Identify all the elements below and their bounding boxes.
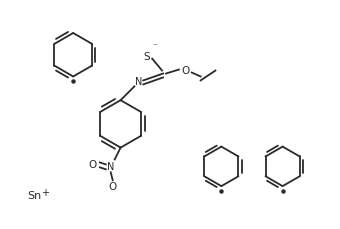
Text: ⁻: ⁻ <box>152 43 157 52</box>
Text: N: N <box>107 162 115 172</box>
Text: O: O <box>182 65 190 76</box>
Text: N: N <box>135 77 142 87</box>
Text: Sn: Sn <box>27 191 41 201</box>
Text: +: + <box>40 188 49 198</box>
Text: O: O <box>108 182 117 192</box>
Text: S: S <box>143 52 150 62</box>
Text: O: O <box>89 160 97 170</box>
